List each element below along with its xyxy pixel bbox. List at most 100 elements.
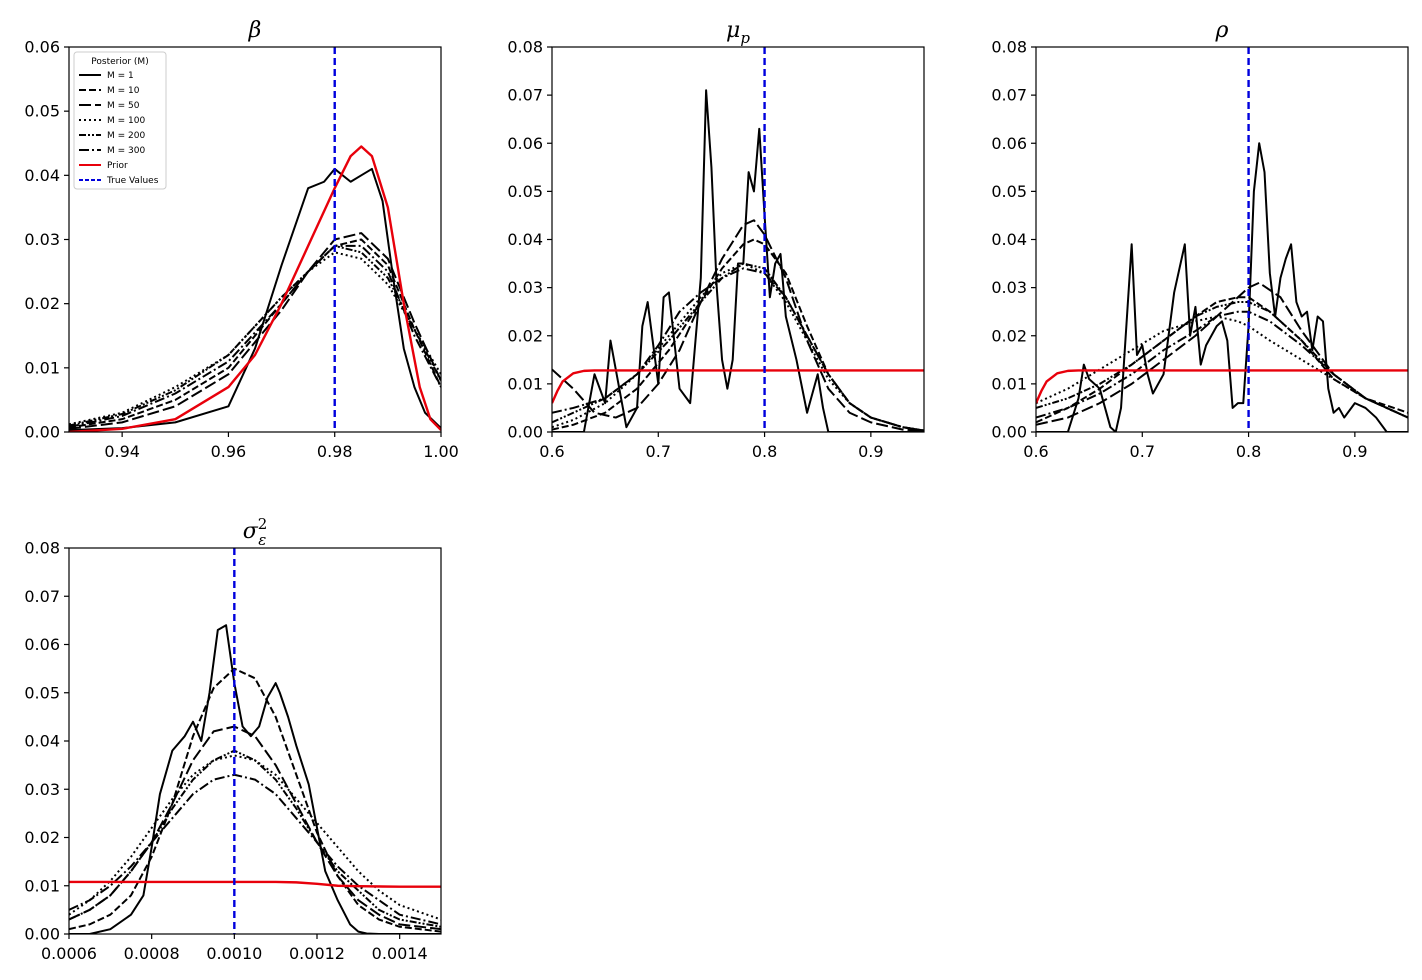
ytick-label-beta: 0.05 — [24, 102, 60, 121]
xtick-label-beta: 0.96 — [211, 442, 247, 461]
ytick-label-mu_p: 0.05 — [507, 182, 543, 201]
legend-entry: M = 200 — [107, 131, 145, 141]
ytick-label-sigma_eps: 0.05 — [24, 683, 60, 702]
legend-entry: M = 50 — [107, 101, 140, 111]
ytick-label-rho: 0.00 — [991, 423, 1027, 442]
xtick-label-beta: 0.94 — [104, 442, 140, 461]
plot-area-beta — [69, 47, 441, 432]
ytick-label-rho: 0.07 — [991, 86, 1027, 105]
xtick-label-rho: 0.6 — [1023, 442, 1048, 461]
legend-entry: M = 1 — [107, 71, 134, 81]
series-rho-m1 — [1036, 142, 1408, 432]
series-rho-m300 — [1036, 310, 1408, 419]
series-beta-m10 — [69, 238, 441, 429]
xtick-label-sigma_eps: 0.0008 — [124, 944, 180, 963]
panel-sigma_eps: 0.00 0.01 0.02 0.03 0.04 0.05 0.06 0.07 0.08 0.00… — [24, 515, 442, 963]
series-beta-m300 — [69, 244, 441, 428]
legend-entry: Prior — [107, 161, 128, 171]
ytick-label-rho: 0.05 — [991, 182, 1027, 201]
ytick-label-beta: 0.04 — [24, 166, 60, 185]
series-sigma_eps-m200 — [69, 749, 441, 928]
ytick-label-sigma_eps: 0.01 — [24, 876, 60, 895]
xtick-label-mu_p: 0.6 — [539, 442, 564, 461]
ytick-label-sigma_eps: 0.06 — [24, 635, 60, 654]
xtick-label-rho: 0.9 — [1342, 442, 1367, 461]
series-rho-m10 — [1036, 296, 1408, 424]
ytick-label-rho: 0.02 — [991, 326, 1027, 345]
ytick-label-mu_p: 0.03 — [507, 278, 543, 297]
xtick-label-beta: 1.00 — [423, 442, 459, 461]
series-beta-m100 — [69, 251, 441, 426]
series-sigma_eps-m300 — [69, 773, 441, 926]
ytick-label-sigma_eps: 0.00 — [24, 925, 60, 944]
series-mu_p-prior — [552, 369, 924, 404]
panel-rho: 0.00 0.01 0.02 0.03 0.04 0.05 0.06 0.07 0.08 0.6 0… — [991, 18, 1409, 461]
legend-entry: M = 100 — [107, 116, 145, 126]
chart-title-sigma_eps: σ2 ε — [243, 515, 268, 549]
series-rho-m100 — [1036, 315, 1408, 419]
series-beta-m1 — [69, 167, 441, 432]
series-beta-prior — [69, 145, 441, 432]
xtick-label-mu_p: 0.8 — [752, 442, 777, 461]
ytick-label-beta: 0.00 — [24, 423, 60, 442]
panel-mu_p: 0.00 0.01 0.02 0.03 0.04 0.05 0.06 0.07 0.08 0.6 0… — [507, 18, 925, 461]
series-rho-m200 — [1036, 301, 1408, 419]
series-mu_p-m50 — [552, 219, 924, 432]
legend-entry: M = 300 — [107, 146, 145, 156]
ytick-label-rho: 0.06 — [991, 134, 1027, 153]
xtick-label-sigma_eps: 0.0014 — [372, 944, 428, 963]
legend: Posterior (M) M = 1 M = 10 M = 50 M = 100 M =… — [73, 51, 167, 190]
series-rho-m50 — [1036, 281, 1408, 426]
ytick-label-mu_p: 0.00 — [507, 423, 543, 442]
axes-frame-sigma_eps — [68, 547, 442, 935]
ytick-label-mu_p: 0.06 — [507, 134, 543, 153]
xtick-label-beta: 0.98 — [317, 442, 353, 461]
xtick-label-mu_p: 0.7 — [646, 442, 671, 461]
ytick-label-rho: 0.04 — [991, 230, 1027, 249]
legend-title: Posterior (M) — [91, 57, 148, 67]
ytick-label-beta: 0.03 — [24, 230, 60, 249]
series-mu_p-m100 — [552, 262, 924, 432]
series-beta-m50 — [69, 232, 441, 430]
series-mu_p-m1 — [552, 89, 924, 432]
series-rho-prior — [1036, 369, 1408, 404]
ytick-label-rho: 0.03 — [991, 278, 1027, 297]
legend-entry: True Values — [106, 176, 159, 186]
ytick-label-sigma_eps: 0.08 — [24, 539, 60, 558]
ytick-label-sigma_eps: 0.03 — [24, 780, 60, 799]
ytick-label-mu_p: 0.07 — [507, 86, 543, 105]
legend-box — [73, 51, 167, 190]
ytick-label-rho: 0.01 — [991, 374, 1027, 393]
series-sigma_eps-m1 — [69, 624, 441, 934]
series-mu_p-m10 — [552, 238, 924, 432]
ytick-label-beta: 0.02 — [24, 294, 60, 313]
ytick-label-beta: 0.01 — [24, 358, 60, 377]
series-mu_p-m300 — [552, 267, 924, 432]
chart-title-mu_p: μp — [726, 18, 750, 47]
chart-title-beta: β — [248, 18, 262, 43]
chart-title-rho: ρ — [1215, 18, 1229, 43]
ytick-label-sigma_eps: 0.02 — [24, 828, 60, 847]
ytick-label-rho: 0.08 — [991, 38, 1027, 57]
axes-frame-rho — [1035, 46, 1409, 433]
xtick-label-sigma_eps: 0.0012 — [289, 944, 345, 963]
ytick-label-mu_p: 0.02 — [507, 326, 543, 345]
series-sigma_eps-prior — [69, 880, 441, 888]
series-sigma_eps-m10 — [69, 667, 441, 933]
plot-area-sigma_eps — [69, 548, 441, 934]
xtick-label-sigma_eps: 0.0006 — [41, 944, 97, 963]
ytick-label-mu_p: 0.01 — [507, 374, 543, 393]
ytick-label-mu_p: 0.08 — [507, 38, 543, 57]
plot-area-mu_p — [552, 47, 924, 432]
xtick-label-sigma_eps: 0.0010 — [206, 944, 262, 963]
ytick-label-sigma_eps: 0.07 — [24, 587, 60, 606]
ytick-label-sigma_eps: 0.04 — [24, 732, 60, 751]
ytick-label-beta: 0.06 — [24, 38, 60, 57]
xtick-label-rho: 0.7 — [1130, 442, 1155, 461]
legend-entry: M = 10 — [107, 86, 140, 96]
series-sigma_eps-m50 — [69, 725, 441, 931]
panel-beta: 0.00 0.01 0.02 0.03 0.04 0.05 0.06 0.94 0.96 0.98… — [24, 18, 458, 461]
series-mu_p-m200 — [552, 262, 924, 432]
plot-area-rho — [1036, 47, 1408, 432]
